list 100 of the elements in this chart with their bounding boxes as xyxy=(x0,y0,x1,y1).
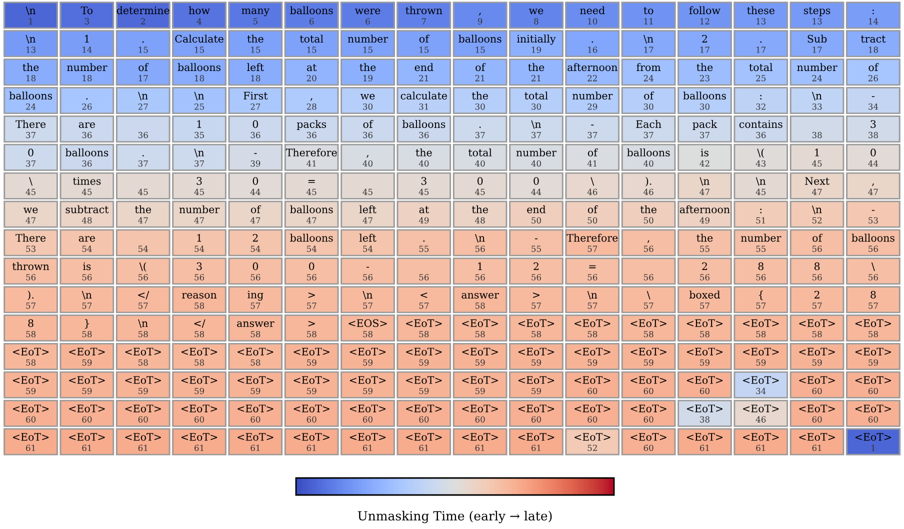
data-label: 58 xyxy=(868,330,878,338)
annotation: were xyxy=(354,8,380,14)
data-label: 56 xyxy=(138,274,148,280)
data-label: 59 xyxy=(475,359,485,366)
data-label: 54 xyxy=(363,246,373,252)
data-label: 59 xyxy=(532,359,541,366)
annotation: 1 xyxy=(197,120,202,128)
annotation: balloons xyxy=(65,148,108,156)
annotation: are xyxy=(78,122,96,128)
data-label: 59 xyxy=(138,388,148,394)
annotation: total xyxy=(468,148,492,156)
data-label: 45 xyxy=(418,188,429,196)
annotation: the xyxy=(247,34,264,43)
data-label: 57 xyxy=(588,302,598,309)
annotation: - xyxy=(254,153,257,154)
data-label: 58 xyxy=(644,330,654,338)
data-label: 45 xyxy=(138,188,148,196)
annotation: <EoT> xyxy=(350,433,386,441)
data-label: 42 xyxy=(700,160,710,167)
annotation: <EoT> xyxy=(238,433,274,441)
data-label: 59 xyxy=(475,388,485,394)
data-label: 41 xyxy=(306,160,316,167)
data-label: 59 xyxy=(363,388,372,394)
data-label: 37 xyxy=(700,132,710,138)
annotation: <EoT> xyxy=(462,433,498,441)
annotation: from xyxy=(636,63,661,72)
annotation: of xyxy=(588,205,598,214)
annotation: balloons xyxy=(178,63,221,72)
data-label: 59 xyxy=(700,359,710,366)
data-label: 59 xyxy=(307,359,316,366)
data-label: 59 xyxy=(812,359,822,366)
annotation: number xyxy=(572,92,613,100)
annotation: <EoT> xyxy=(238,404,274,412)
data-label: 56 xyxy=(419,274,429,280)
data-label: 57 xyxy=(868,302,878,309)
data-label: 60 xyxy=(644,416,654,423)
annotation: <EoT> xyxy=(799,376,835,384)
annotation: <EoT> xyxy=(630,319,666,328)
data-label: 44 xyxy=(250,188,260,195)
annotation: to xyxy=(644,7,654,14)
data-label: 23 xyxy=(700,75,710,82)
data-label: 52 xyxy=(588,444,597,452)
annotation: the xyxy=(528,63,544,72)
data-label: 46 xyxy=(756,416,766,423)
data-label: 61 xyxy=(138,444,148,452)
annotation: ing xyxy=(248,290,264,301)
data-label: 57 xyxy=(700,302,710,309)
data-label: 57 xyxy=(26,302,36,309)
annotation: at xyxy=(419,206,429,214)
data-label: 36 xyxy=(306,132,316,138)
annotation: we xyxy=(528,8,544,14)
annotation: <EoT> xyxy=(518,404,554,412)
data-label: 17 xyxy=(700,46,710,53)
data-label: 60 xyxy=(82,416,92,423)
data-label: 24 xyxy=(812,75,822,82)
annotation: <EoT> xyxy=(406,348,442,356)
data-label: 19 xyxy=(363,75,372,82)
annotation: 3 xyxy=(421,177,426,185)
annotation: 0 xyxy=(28,148,34,156)
annotation: </ xyxy=(194,319,206,328)
annotation: > xyxy=(308,320,315,326)
data-label: 34 xyxy=(756,388,766,394)
data-label: 58 xyxy=(26,359,36,366)
annotation: <EoT> xyxy=(686,319,723,328)
annotation: <EoT> xyxy=(574,348,610,356)
annotation: balloons xyxy=(852,234,894,242)
data-label: 57 xyxy=(644,302,654,309)
data-label: 24 xyxy=(644,75,654,82)
data-label: 51 xyxy=(756,217,766,224)
annotation: <EoT> xyxy=(799,319,835,328)
color-bar-title: Unmasking Time (early → late) xyxy=(358,510,552,524)
annotation: \n xyxy=(138,319,148,328)
annotation: <EoT> xyxy=(238,376,274,384)
data-label: 57 xyxy=(82,302,92,309)
annotation: , xyxy=(478,12,481,16)
data-label: 58 xyxy=(194,330,204,338)
annotation: end xyxy=(414,63,434,72)
annotation: number xyxy=(797,63,838,72)
data-label: 53 xyxy=(868,217,878,224)
annotation: : xyxy=(872,10,874,14)
data-label: 54 xyxy=(138,246,148,252)
annotation: Therefore xyxy=(566,234,618,242)
annotation: number xyxy=(516,148,557,156)
data-label: 56 xyxy=(644,246,654,252)
data-label: 61 xyxy=(419,444,428,452)
annotation: . xyxy=(423,240,425,242)
data-label: 38 xyxy=(700,416,710,423)
annotation: = xyxy=(589,265,596,268)
data-label: 49 xyxy=(700,217,710,224)
data-label: 56 xyxy=(475,274,485,280)
data-label: 30 xyxy=(532,103,541,110)
data-label: 56 xyxy=(532,274,542,280)
data-label: 58 xyxy=(363,330,372,338)
data-label: 57 xyxy=(588,246,598,252)
annotation: \n xyxy=(812,206,822,214)
annotation: > xyxy=(308,292,315,298)
annotation: subtract xyxy=(66,205,109,214)
data-label: 56 xyxy=(26,274,36,280)
data-label: 15 xyxy=(194,46,204,53)
annotation: 2 xyxy=(702,34,707,43)
